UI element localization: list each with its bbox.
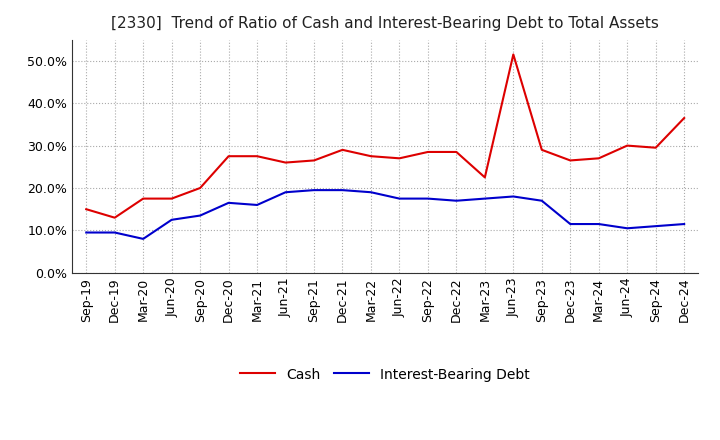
Cash: [253, 154, 261, 159]
Interest-Bearing Debt: [395, 196, 404, 201]
Interest-Bearing Debt: [82, 230, 91, 235]
Cash: [509, 52, 518, 57]
Cash: [395, 156, 404, 161]
Line: Cash: Cash: [86, 55, 684, 218]
Title: [2330]  Trend of Ratio of Cash and Interest-Bearing Debt to Total Assets: [2330] Trend of Ratio of Cash and Intere…: [112, 16, 659, 32]
Cash: [225, 154, 233, 159]
Cash: [652, 145, 660, 150]
Interest-Bearing Debt: [566, 221, 575, 227]
Interest-Bearing Debt: [110, 230, 119, 235]
Cash: [310, 158, 318, 163]
Interest-Bearing Debt: [652, 224, 660, 229]
Interest-Bearing Debt: [366, 190, 375, 195]
Interest-Bearing Debt: [480, 196, 489, 201]
Interest-Bearing Debt: [139, 236, 148, 242]
Cash: [338, 147, 347, 153]
Cash: [110, 215, 119, 220]
Line: Interest-Bearing Debt: Interest-Bearing Debt: [86, 190, 684, 239]
Interest-Bearing Debt: [225, 200, 233, 205]
Interest-Bearing Debt: [595, 221, 603, 227]
Cash: [452, 149, 461, 154]
Cash: [623, 143, 631, 148]
Cash: [480, 175, 489, 180]
Interest-Bearing Debt: [680, 221, 688, 227]
Interest-Bearing Debt: [509, 194, 518, 199]
Cash: [82, 206, 91, 212]
Cash: [139, 196, 148, 201]
Interest-Bearing Debt: [623, 226, 631, 231]
Cash: [680, 115, 688, 121]
Interest-Bearing Debt: [423, 196, 432, 201]
Interest-Bearing Debt: [452, 198, 461, 203]
Interest-Bearing Debt: [196, 213, 204, 218]
Interest-Bearing Debt: [310, 187, 318, 193]
Interest-Bearing Debt: [537, 198, 546, 203]
Cash: [366, 154, 375, 159]
Interest-Bearing Debt: [253, 202, 261, 208]
Interest-Bearing Debt: [282, 190, 290, 195]
Cash: [196, 185, 204, 191]
Cash: [566, 158, 575, 163]
Interest-Bearing Debt: [167, 217, 176, 223]
Cash: [595, 156, 603, 161]
Interest-Bearing Debt: [338, 187, 347, 193]
Cash: [423, 149, 432, 154]
Cash: [167, 196, 176, 201]
Legend: Cash, Interest-Bearing Debt: Cash, Interest-Bearing Debt: [235, 362, 536, 387]
Cash: [537, 147, 546, 153]
Cash: [282, 160, 290, 165]
